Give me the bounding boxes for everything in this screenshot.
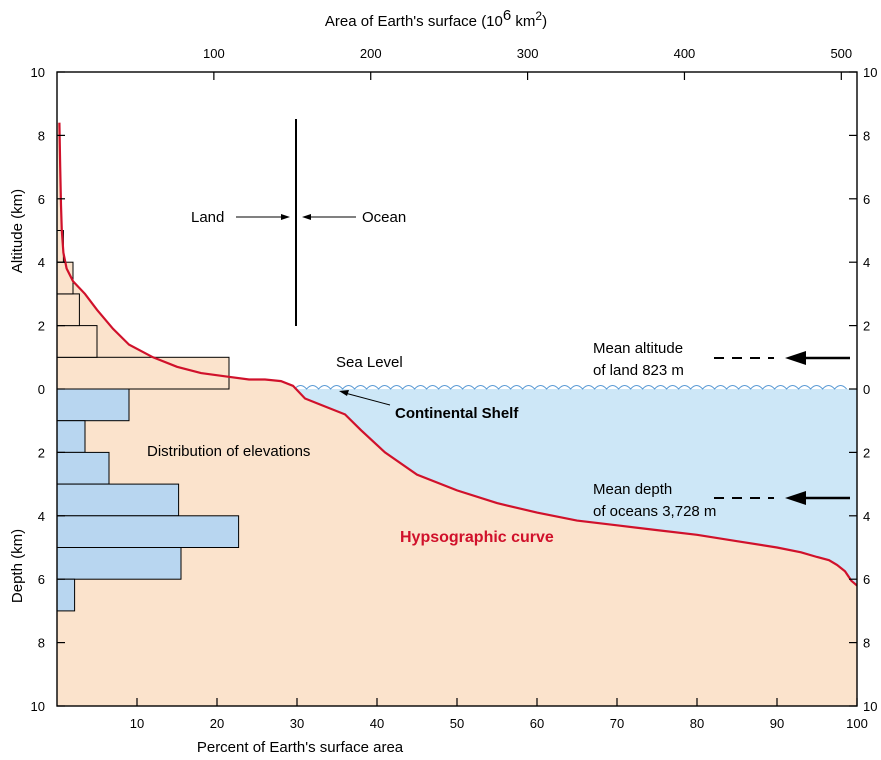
y-tick-label: 4: [38, 255, 45, 270]
x-tick-label: 90: [770, 716, 784, 731]
top-tick-label: 300: [517, 46, 539, 61]
y-tick-label-right: 2: [863, 319, 870, 334]
y-tick-label: 10: [31, 699, 45, 714]
top-tick-label: 500: [830, 46, 852, 61]
land-label: Land: [191, 209, 224, 226]
mean-altitude-line2: of land 823 m: [593, 362, 684, 379]
top-tick-label: 200: [360, 46, 382, 61]
hypsographic-curve-line: [58, 122, 857, 587]
x-tick-label: 30: [290, 716, 304, 731]
top-tick-label: 100: [203, 46, 225, 61]
land-area: [57, 122, 857, 706]
y-tick-label-right: 8: [863, 636, 870, 651]
ocean-depth-bar: [57, 483, 180, 517]
x-tick-label: 20: [210, 716, 224, 731]
y-tick-label-right: 6: [863, 192, 870, 207]
sea-level-label: Sea Level: [336, 354, 403, 371]
x-tick-label: 10: [130, 716, 144, 731]
distribution-label: Distribution of elevations: [147, 443, 310, 460]
ocean-depth-bar: [57, 420, 86, 453]
continental-shelf-arrowhead: [339, 390, 349, 396]
y-tick-label: 6: [38, 192, 45, 207]
y-tick-label: 8: [38, 636, 45, 651]
y-tick-label-right: 10: [863, 699, 877, 714]
y-tick-label-right: 10: [863, 65, 877, 80]
mean-depth-arrowhead: [785, 491, 806, 505]
y-tick-label-right: 4: [863, 509, 870, 524]
y-tick-label-right: 4: [863, 255, 870, 270]
ocean-depth-bar: [57, 515, 240, 548]
y-axis-label-depth: Depth (km): [9, 529, 26, 603]
mean-depth-line1: Mean depth: [593, 481, 672, 498]
y-tick-label: 0: [38, 382, 45, 397]
elevation-distribution-bars: [57, 230, 240, 612]
y-tick-label-right: 6: [863, 572, 870, 587]
top-axis-label: Area of Earth's surface (106 km2): [325, 7, 547, 30]
land-arrowhead: [281, 214, 290, 220]
ocean-depth-bar: [57, 451, 110, 485]
x-tick-label: 100: [846, 716, 868, 731]
ocean-label: Ocean: [362, 209, 406, 226]
x-tick-label: 70: [610, 716, 624, 731]
y-tick-label: 8: [38, 128, 45, 143]
y-tick-label-right: 2: [863, 445, 870, 460]
top-tick-label: 400: [674, 46, 696, 61]
hypsographic-curve-label: Hypsographic curve: [400, 529, 554, 546]
y-tick-label: 4: [38, 509, 45, 524]
land-elevation-bar: [57, 325, 98, 358]
y-tick-label: 2: [38, 319, 45, 334]
plot-area: [57, 122, 857, 706]
x-tick-label: 40: [370, 716, 384, 731]
y-tick-label: 10: [31, 65, 45, 80]
mean-altitude-line1: Mean altitude: [593, 340, 683, 357]
ocean-depth-bar: [57, 547, 182, 580]
mean-depth-line2: of oceans 3,728 m: [593, 503, 716, 520]
land-elevation-bar: [57, 293, 80, 327]
x-tick-label: 80: [690, 716, 704, 731]
y-tick-label-right: 8: [863, 128, 870, 143]
y-axis-label-altitude: Altitude (km): [9, 189, 26, 273]
y-tick-label-right: 0: [863, 382, 870, 397]
continental-shelf-pointer: [344, 392, 391, 406]
x-axis-label: Percent of Earth's surface area: [197, 739, 404, 756]
ocean-depth-bar: [57, 578, 76, 612]
x-tick-label: 50: [450, 716, 464, 731]
mean-altitude-arrowhead: [785, 351, 806, 365]
sea-level-waves: [294, 385, 847, 390]
y-tick-label: 6: [38, 572, 45, 587]
continental-shelf-label: Continental Shelf: [395, 405, 519, 422]
ocean-depth-bar: [57, 388, 130, 422]
x-tick-label: 60: [530, 716, 544, 731]
y-tick-label: 2: [38, 445, 45, 460]
ocean-arrowhead: [302, 214, 311, 220]
